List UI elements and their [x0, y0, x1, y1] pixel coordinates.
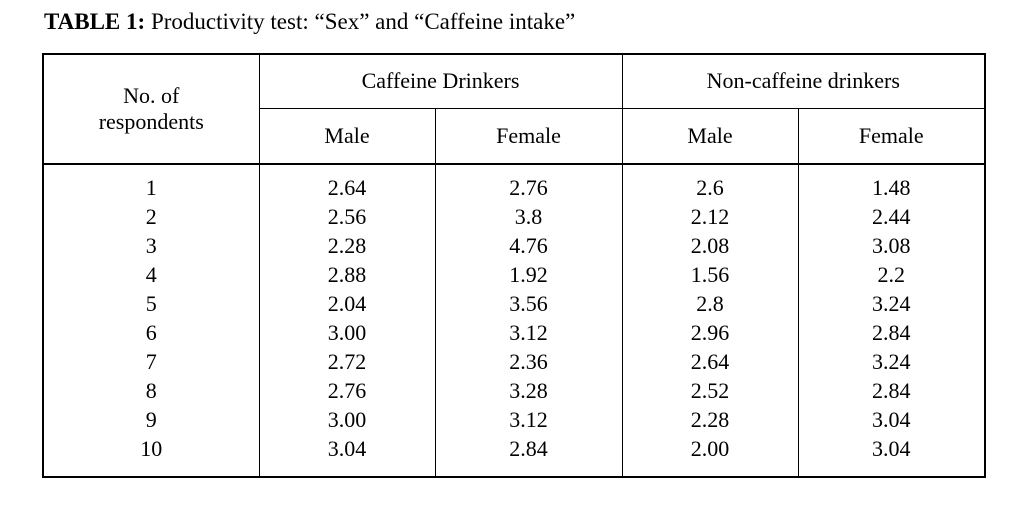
- table-cell: 2.64: [621, 347, 799, 376]
- group-header-row: No. of respondents Caffeine Drinkers Non…: [42, 54, 986, 165]
- table-cell: 3.04: [797, 434, 986, 477]
- table-cell: 3.8: [434, 202, 623, 231]
- table-caption-label: TABLE 1:: [44, 9, 146, 34]
- table-cell: 3.04: [797, 405, 986, 434]
- table-cell: 2.28: [621, 405, 799, 434]
- table-cell: 3.08: [797, 231, 986, 260]
- table-cell: 2.84: [797, 376, 986, 405]
- table-cell: 2.04: [258, 289, 436, 318]
- header-noncaffeine-male: Male: [621, 108, 799, 165]
- table-row: 4 2.88 1.92 1.56 2.2: [42, 260, 986, 289]
- table-cell: 3.24: [797, 347, 986, 376]
- respondent-number: 4: [42, 260, 260, 289]
- table-caption-text: Productivity test: “Sex” and “Caffeine i…: [150, 9, 576, 34]
- table-cell: 4.76: [434, 231, 623, 260]
- table-cell: 3.12: [434, 405, 623, 434]
- table-row: 8 2.76 3.28 2.52 2.84: [42, 376, 986, 405]
- table-cell: 2.08: [621, 231, 799, 260]
- table-row: 7 2.72 2.36 2.64 3.24: [42, 347, 986, 376]
- table-cell: 2.52: [621, 376, 799, 405]
- table-cell: 2.88: [258, 260, 436, 289]
- header-caffeine-male: Male: [258, 108, 436, 165]
- table-cell: 2.00: [621, 434, 799, 477]
- header-non-caffeine-drinkers: Non-caffeine drinkers: [621, 54, 986, 109]
- sub-header-row: Male Female Male Female: [43, 108, 986, 165]
- table-cell: 2.64: [258, 164, 436, 202]
- table-row: 6 3.00 3.12 2.96 2.84: [42, 318, 986, 347]
- table-cell: 3.56: [434, 289, 623, 318]
- table-row: 2 2.56 3.8 2.12 2.44: [42, 202, 986, 231]
- table-header: No. of respondents Caffeine Drinkers Non…: [42, 54, 986, 165]
- table-cell: 1.48: [797, 164, 986, 202]
- table-cell: 3.24: [797, 289, 986, 318]
- table-cell: 2.76: [258, 376, 436, 405]
- table-cell: 2.8: [621, 289, 799, 318]
- table-cell: 2.6: [621, 164, 799, 202]
- respondent-number: 10: [42, 434, 260, 477]
- table-cell: 2.96: [621, 318, 799, 347]
- table-row: 1 2.64 2.76 2.6 1.48: [42, 164, 986, 202]
- table-row: 10 3.04 2.84 2.00 3.04: [42, 434, 986, 477]
- table-cell: 3.12: [434, 318, 623, 347]
- table-cell: 2.44: [797, 202, 986, 231]
- header-caffeine-female: Female: [434, 108, 623, 165]
- table-cell: 2.84: [434, 434, 623, 477]
- header-respondents-line1: No. of: [123, 83, 180, 108]
- respondent-number: 6: [42, 318, 260, 347]
- table-cell: 1.56: [621, 260, 799, 289]
- table-cell: 3.28: [434, 376, 623, 405]
- table-cell: 2.84: [797, 318, 986, 347]
- table-cell: 2.56: [258, 202, 436, 231]
- respondent-number: 1: [42, 164, 260, 202]
- table-cell: 2.76: [434, 164, 623, 202]
- table-body: 1 2.64 2.76 2.6 1.48 2 2.56 3.8 2.12 2.4…: [42, 164, 986, 477]
- respondent-number: 3: [42, 231, 260, 260]
- table-cell: 2.12: [621, 202, 799, 231]
- header-noncaffeine-female: Female: [797, 108, 986, 165]
- respondent-number: 7: [42, 347, 260, 376]
- productivity-table: No. of respondents Caffeine Drinkers Non…: [42, 53, 987, 478]
- header-respondents: No. of respondents: [42, 54, 260, 165]
- table-cell: 3.00: [258, 318, 436, 347]
- table-cell: 3.04: [258, 434, 436, 477]
- table-cell: 2.28: [258, 231, 436, 260]
- table-row: 5 2.04 3.56 2.8 3.24: [42, 289, 986, 318]
- table-cell: 2.36: [434, 347, 623, 376]
- table-cell: 3.00: [258, 405, 436, 434]
- header-caffeine-drinkers: Caffeine Drinkers: [258, 54, 623, 109]
- table-cell: 2.72: [258, 347, 436, 376]
- header-respondents-line2: respondents: [98, 109, 204, 134]
- table-cell: 1.92: [434, 260, 623, 289]
- table-row: 9 3.00 3.12 2.28 3.04: [42, 405, 986, 434]
- table-caption: TABLE 1: Productivity test: “Sex” and “C…: [44, 9, 575, 35]
- respondent-number: 9: [42, 405, 260, 434]
- table-row: 3 2.28 4.76 2.08 3.08: [42, 231, 986, 260]
- respondent-number: 8: [42, 376, 260, 405]
- table-cell: 2.2: [797, 260, 986, 289]
- respondent-number: 5: [42, 289, 260, 318]
- respondent-number: 2: [42, 202, 260, 231]
